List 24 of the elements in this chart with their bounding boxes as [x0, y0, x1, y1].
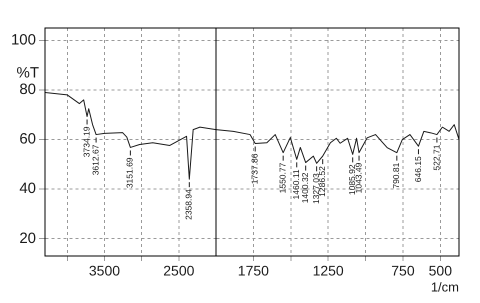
- y-tick-label: 60: [19, 130, 36, 148]
- x-tick-label: 500: [428, 262, 452, 278]
- annotation: 1550.77: [278, 162, 288, 194]
- annotation: 1400.32: [300, 172, 310, 204]
- annotation: 1460.11: [291, 169, 302, 200]
- annotation: 646.15: [412, 156, 423, 182]
- x-tick-label: 1750: [238, 262, 270, 278]
- x-tick-label: 2500: [163, 262, 195, 278]
- y-tick-label: 80: [19, 81, 36, 98]
- y-tick-label: 100: [10, 32, 36, 49]
- x-tick-label: 1250: [312, 262, 344, 278]
- y-axis-title: %T: [16, 64, 39, 82]
- y-tick-label: 20: [19, 230, 36, 247]
- annotation: 3734.19: [81, 126, 92, 158]
- annotation: 2358.94: [184, 188, 194, 220]
- annotation: 522.71: [431, 144, 442, 171]
- annotation: 1737.86: [250, 153, 260, 184]
- x-tick-label: 750: [391, 262, 415, 278]
- x-axis-title: 1/cm: [430, 280, 459, 295]
- annotation: 790.81: [391, 162, 402, 189]
- y-tick-label: 40: [19, 180, 36, 198]
- annotation: 3151.69: [124, 157, 135, 188]
- annotation: 3612.67: [90, 144, 100, 176]
- x-tick-label: 3500: [88, 262, 120, 278]
